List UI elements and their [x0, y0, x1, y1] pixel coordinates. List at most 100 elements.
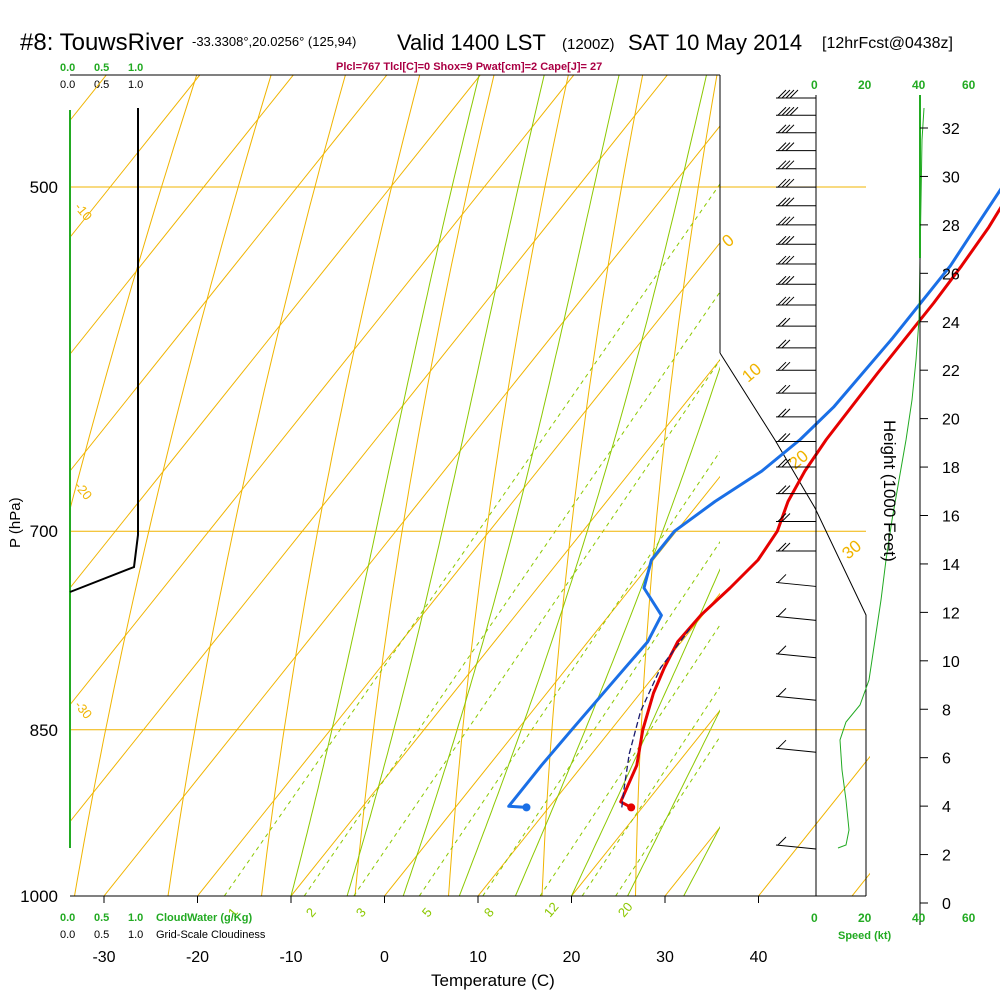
isotherm-ext-50 [851, 872, 870, 896]
height-label-4: 4 [942, 799, 951, 816]
dry-adiabat-290 [541, 75, 644, 896]
dry-adiabat-280 [447, 75, 569, 896]
mixing-ratio-12 [539, 624, 720, 896]
top-scale-black-0: 0.0 [60, 79, 75, 91]
isotherm-0 [384, 475, 720, 896]
height-label-18: 18 [942, 460, 960, 477]
wind-barb-18 [776, 255, 816, 265]
wind-barb-22 [776, 178, 816, 188]
isotherm-50 [852, 0, 1000, 896]
height-label-12: 12 [942, 605, 960, 622]
moist-adiabat-0 [290, 75, 480, 896]
moist-adiabat-8 [740, 0, 1000, 896]
isotherm--40 [70, 75, 668, 823]
mixing-ratio-1 [223, 183, 720, 896]
x-axis-label: Temperature (C) [431, 971, 555, 990]
x-tick-label-20: 20 [563, 949, 581, 966]
x-tick-label-40: 40 [750, 949, 768, 966]
bottom-scale-green-0: 0.0 [60, 912, 75, 924]
p-tick-label-500: 500 [30, 178, 58, 197]
wind-barb-6 [776, 542, 816, 552]
moist-adiabat-6 [627, 709, 720, 896]
parcel-profile [621, 628, 691, 808]
wind-barb-23 [776, 160, 816, 170]
dry-adiabat-270 [354, 75, 495, 896]
wind-barb-14 [776, 339, 816, 349]
moist-adiabat-2 [402, 75, 620, 896]
mixing-ratio-5 [418, 450, 720, 896]
bottom-cloud-scale: 0.0 0.5 1.0 CloudWater (g/Kg) 0.0 0.5 1.… [60, 912, 266, 941]
speed-top-0: 0 [811, 78, 818, 92]
height-label-26: 26 [942, 266, 960, 283]
height-label-20: 20 [942, 412, 960, 429]
dry-adiabat-label-10: 10 [738, 359, 765, 386]
x-tick-label--10: -10 [279, 949, 302, 966]
height-label-0: 0 [942, 896, 951, 913]
valid-date: SAT 10 May 2014 [628, 30, 802, 55]
top-scale-green-1: 0.5 [94, 62, 109, 74]
top-scale-black-2: 1.0 [128, 79, 143, 91]
moist-adiabat-5 [571, 568, 720, 896]
speed-bottom-20: 20 [858, 911, 872, 925]
p-tick-label-700: 700 [30, 522, 58, 541]
moist-adiabat-4 [514, 366, 720, 896]
wind-barb-10 [776, 433, 816, 442]
bottom-scale-black-0: 0.0 [60, 929, 75, 941]
height-label-8: 8 [942, 702, 951, 719]
speed-top-60: 60 [962, 78, 976, 92]
top-cloudwater-scale: 0.0 0.5 1.0 0.0 0.5 1.0 [60, 62, 143, 91]
height-label-24: 24 [942, 315, 960, 332]
wind-barb-9 [776, 458, 816, 468]
mixing-ratio-label-12: 12 [541, 899, 562, 920]
isotherm--10 [290, 358, 720, 896]
station-title: #8: TouwsRiver [20, 29, 184, 56]
mixing-ratio-label-3: 3 [353, 905, 369, 920]
height-label-2: 2 [942, 848, 951, 865]
bottom-scale-green-1: 0.5 [94, 912, 109, 924]
wind-barb-19 [776, 235, 816, 245]
top-scale-black-1: 0.5 [94, 79, 109, 91]
wind-barb-5 [775, 574, 817, 587]
y-axis-label: P (hPa) [7, 497, 24, 548]
height-label-6: 6 [942, 751, 951, 768]
moist-adiabat-3 [458, 75, 707, 896]
dry-adiabat-300 [634, 75, 718, 896]
height-axis-label: Height (1000 Feet) [880, 420, 899, 562]
valid-time: Valid 1400 LST [397, 30, 546, 55]
p-tick-label-1000: 1000 [20, 887, 58, 906]
isotherm--100 [70, 75, 107, 122]
cloudiness-profile [69, 108, 139, 593]
top-scale-green-0: 0.0 [60, 62, 75, 74]
surface-temperature-marker [627, 803, 636, 812]
top-scale-green-2: 1.0 [128, 62, 143, 74]
p-tick-label-850: 850 [30, 721, 58, 740]
wind-barb-20 [776, 216, 816, 226]
dry-adiabat-250 [167, 75, 346, 896]
wind-barb-4 [775, 608, 817, 621]
bottom-scale-green-2: 1.0 [128, 912, 143, 924]
wind-barb-2 [775, 687, 817, 701]
surface-dewpoint-marker [522, 803, 531, 812]
wind-barb-21 [776, 197, 816, 207]
forecast-info: [12hrFcst@0438z] [822, 35, 953, 52]
wind-barb-24 [776, 142, 816, 152]
bottom-scale-black-1: 0.5 [94, 929, 109, 941]
temperature-ticks: -30 -20 -10 0 10 20 30 40 [92, 896, 768, 966]
wind-barb-12 [776, 384, 816, 394]
dry-adiabat-310 [729, 0, 977, 946]
mixing-ratio-20 [615, 735, 720, 896]
mixing-ratio-16 [581, 686, 720, 896]
height-label-10: 10 [942, 654, 960, 671]
dry-adiabat-label-0: 0 [718, 230, 737, 251]
cloudiness-label: Grid-Scale Cloudiness [156, 929, 266, 941]
x-tick-label--30: -30 [92, 949, 115, 966]
speed-top-20: 20 [858, 78, 872, 92]
height-label-28: 28 [942, 218, 960, 235]
speed-bottom-60: 60 [962, 911, 976, 925]
mixing-ratio-label-2: 2 [303, 905, 319, 920]
sounding-indices: Plcl=767 Tlcl[C]=0 Shox=9 Pwat[cm]=2 Cap… [336, 61, 602, 73]
dry-adiabat-260 [260, 75, 421, 896]
isotherm-label--20: -20 [72, 479, 96, 503]
